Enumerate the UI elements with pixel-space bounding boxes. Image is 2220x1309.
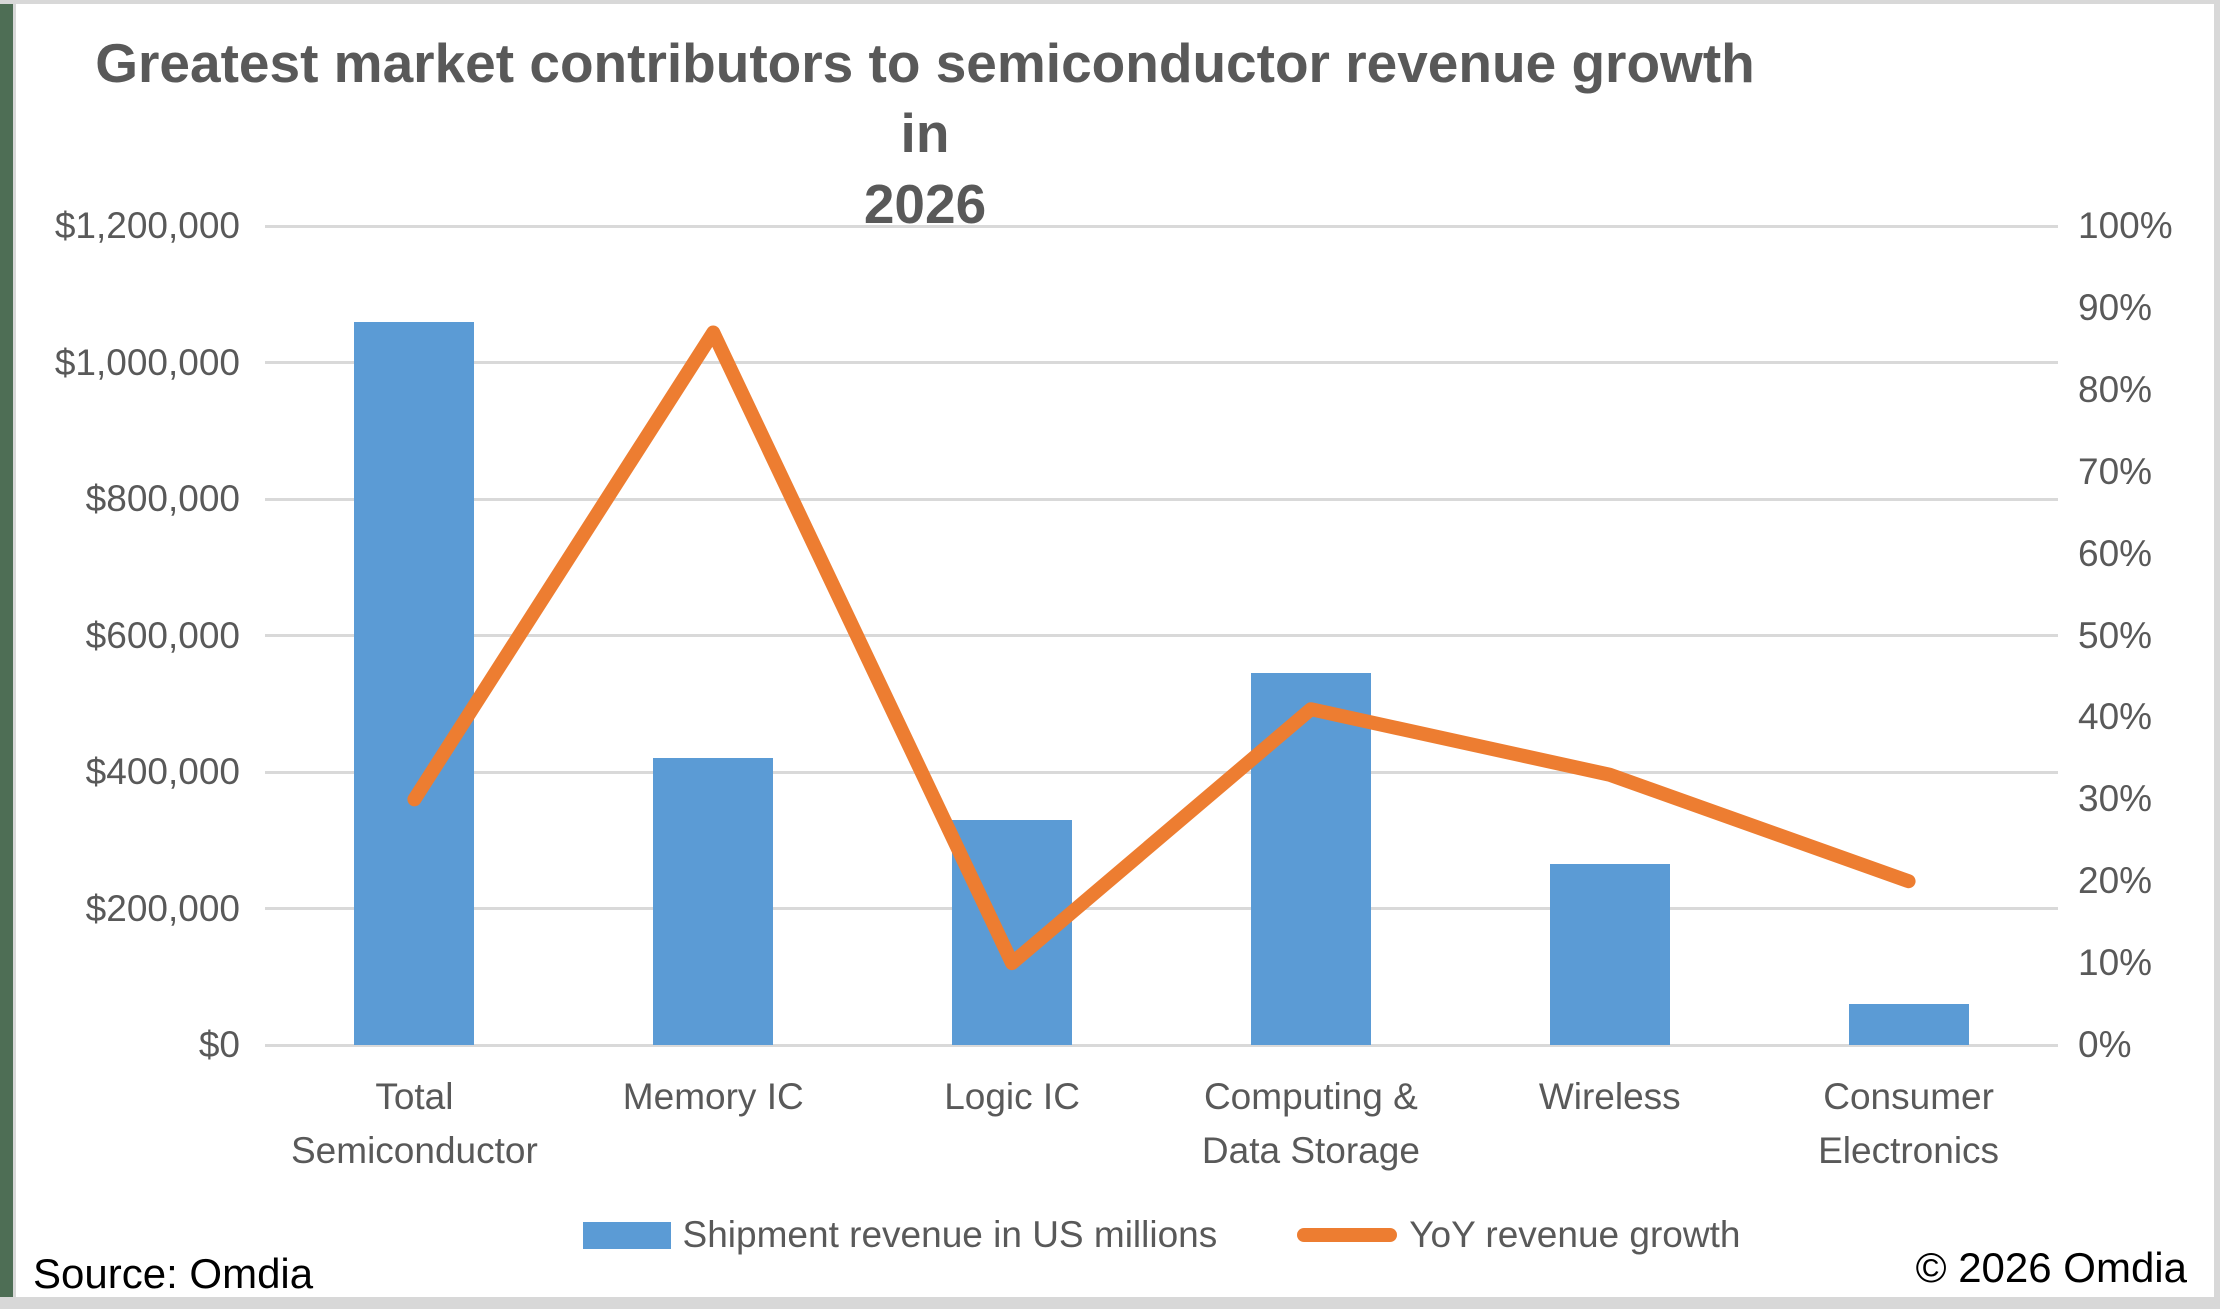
right-axis-tick-label: 10% <box>2078 942 2153 984</box>
bar-memory-ic <box>653 758 774 1045</box>
chart-title-line2: 2026 <box>863 172 987 235</box>
left-axis-tick-label: $0 <box>198 1024 240 1065</box>
chart-title-line1: Greatest market contributors to semicond… <box>95 32 1755 165</box>
card-border-top <box>0 0 2220 4</box>
card-border-right <box>2214 0 2220 1309</box>
category-label-logic-ic: Logic IC <box>944 1076 1080 1117</box>
left-edge-strip <box>0 4 13 1297</box>
legend-label-shipment-revenue: Shipment revenue in US millions <box>682 1214 1218 1255</box>
gridline <box>265 907 2058 910</box>
legend-item-yoy-growth: YoY revenue growth <box>1297 1214 1740 1256</box>
category-label-consumer-electronics: Consumer Electronics <box>1818 1076 2000 1171</box>
copyright-note: © 2026 Omdia <box>1915 1244 2187 1291</box>
right-axis-tick-label: 60% <box>2078 532 2153 574</box>
yoy-growth-line-layer <box>407 325 1916 971</box>
gridline <box>265 361 2058 364</box>
category-label-wireless: Wireless <box>1538 1076 1681 1117</box>
right-axis-tick-label: 40% <box>2078 696 2153 738</box>
card-border-bottom <box>0 1297 2220 1309</box>
legend: Shipment revenue in US millions YoY reve… <box>265 1210 2058 1260</box>
left-value-axis: $1,200,000 $1,000,000 $800,000 $600,000 $400… <box>0 205 240 1065</box>
category-label-total-semiconductor: Total Semiconductor <box>291 1076 538 1171</box>
right-axis-tick-label: 50% <box>2078 614 2153 656</box>
left-axis-tick-label: $400,000 <box>85 751 240 792</box>
gridline <box>265 1043 2058 1047</box>
right-axis-tick-label: 30% <box>2078 778 2153 820</box>
left-axis-tick-label: $200,000 <box>85 887 240 929</box>
left-axis-tick-label: $800,000 <box>85 478 240 519</box>
category-axis: Total Semiconductor Memory IC Logic IC Comp… <box>265 1070 2058 1200</box>
source-note: Source: Omdia <box>33 1250 314 1297</box>
bar-total-semiconductor <box>354 321 475 1045</box>
bar-swatch-icon <box>582 1221 671 1249</box>
category-label-memory-ic: Memory IC <box>622 1076 804 1117</box>
right-axis-tick-label: 20% <box>2078 860 2153 902</box>
gridline <box>265 497 2058 501</box>
left-axis-tick-label: $1,000,000 <box>54 341 240 383</box>
bar-wireless <box>1549 864 1670 1045</box>
right-percent-axis: 100% 90% 80% 70% 60% 50% 40% 30% 20% 10% 0% <box>2078 205 2220 1065</box>
card-border-left <box>13 4 16 1297</box>
chart-title: Greatest market contributors to semicond… <box>95 28 1755 239</box>
category-label-computing-data-storage: Computing & Data Storage <box>1201 1076 1420 1171</box>
yoy-growth-line <box>407 325 1916 971</box>
gridline <box>265 770 2058 774</box>
line-swatch-icon <box>1297 1228 1398 1242</box>
plot-area <box>265 224 2058 1047</box>
right-axis-tick-label: 90% <box>2078 286 2153 328</box>
bar-consumer-electronics <box>1848 1004 1969 1045</box>
gridline <box>265 224 2058 228</box>
right-axis-tick-label: 0% <box>2078 1024 2132 1065</box>
left-axis-tick-label: $600,000 <box>85 614 240 656</box>
right-axis-tick-label: 80% <box>2078 368 2153 410</box>
right-axis-tick-label: 100% <box>2078 205 2173 246</box>
legend-item-shipment-revenue: Shipment revenue in US millions <box>582 1214 1218 1256</box>
gridline <box>265 634 2058 637</box>
right-axis-tick-label: 70% <box>2078 450 2153 492</box>
left-axis-tick-label: $1,200,000 <box>54 205 240 246</box>
legend-label-yoy-growth: YoY revenue growth <box>1409 1214 1741 1255</box>
